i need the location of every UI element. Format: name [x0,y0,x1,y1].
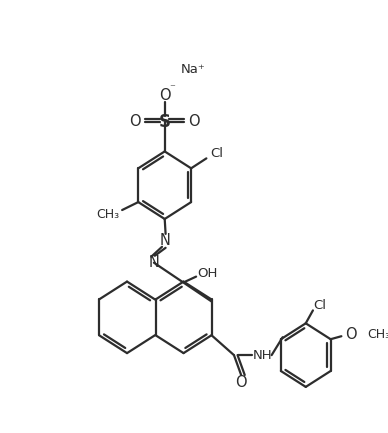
Text: O: O [345,327,357,342]
Text: S: S [159,113,171,131]
Text: N: N [159,233,170,249]
Text: Cl: Cl [211,147,223,160]
Text: CH₃: CH₃ [96,207,120,220]
Text: Cl: Cl [314,299,327,312]
Text: NH: NH [253,349,272,362]
Text: O: O [159,88,170,103]
Text: ⁻: ⁻ [169,83,175,93]
Text: OH: OH [197,267,218,280]
Text: N: N [149,255,159,270]
Text: CH₃: CH₃ [367,328,388,341]
Text: O: O [189,114,200,129]
Text: Na⁺: Na⁺ [181,64,206,77]
Text: O: O [236,375,247,391]
Text: O: O [129,114,141,129]
